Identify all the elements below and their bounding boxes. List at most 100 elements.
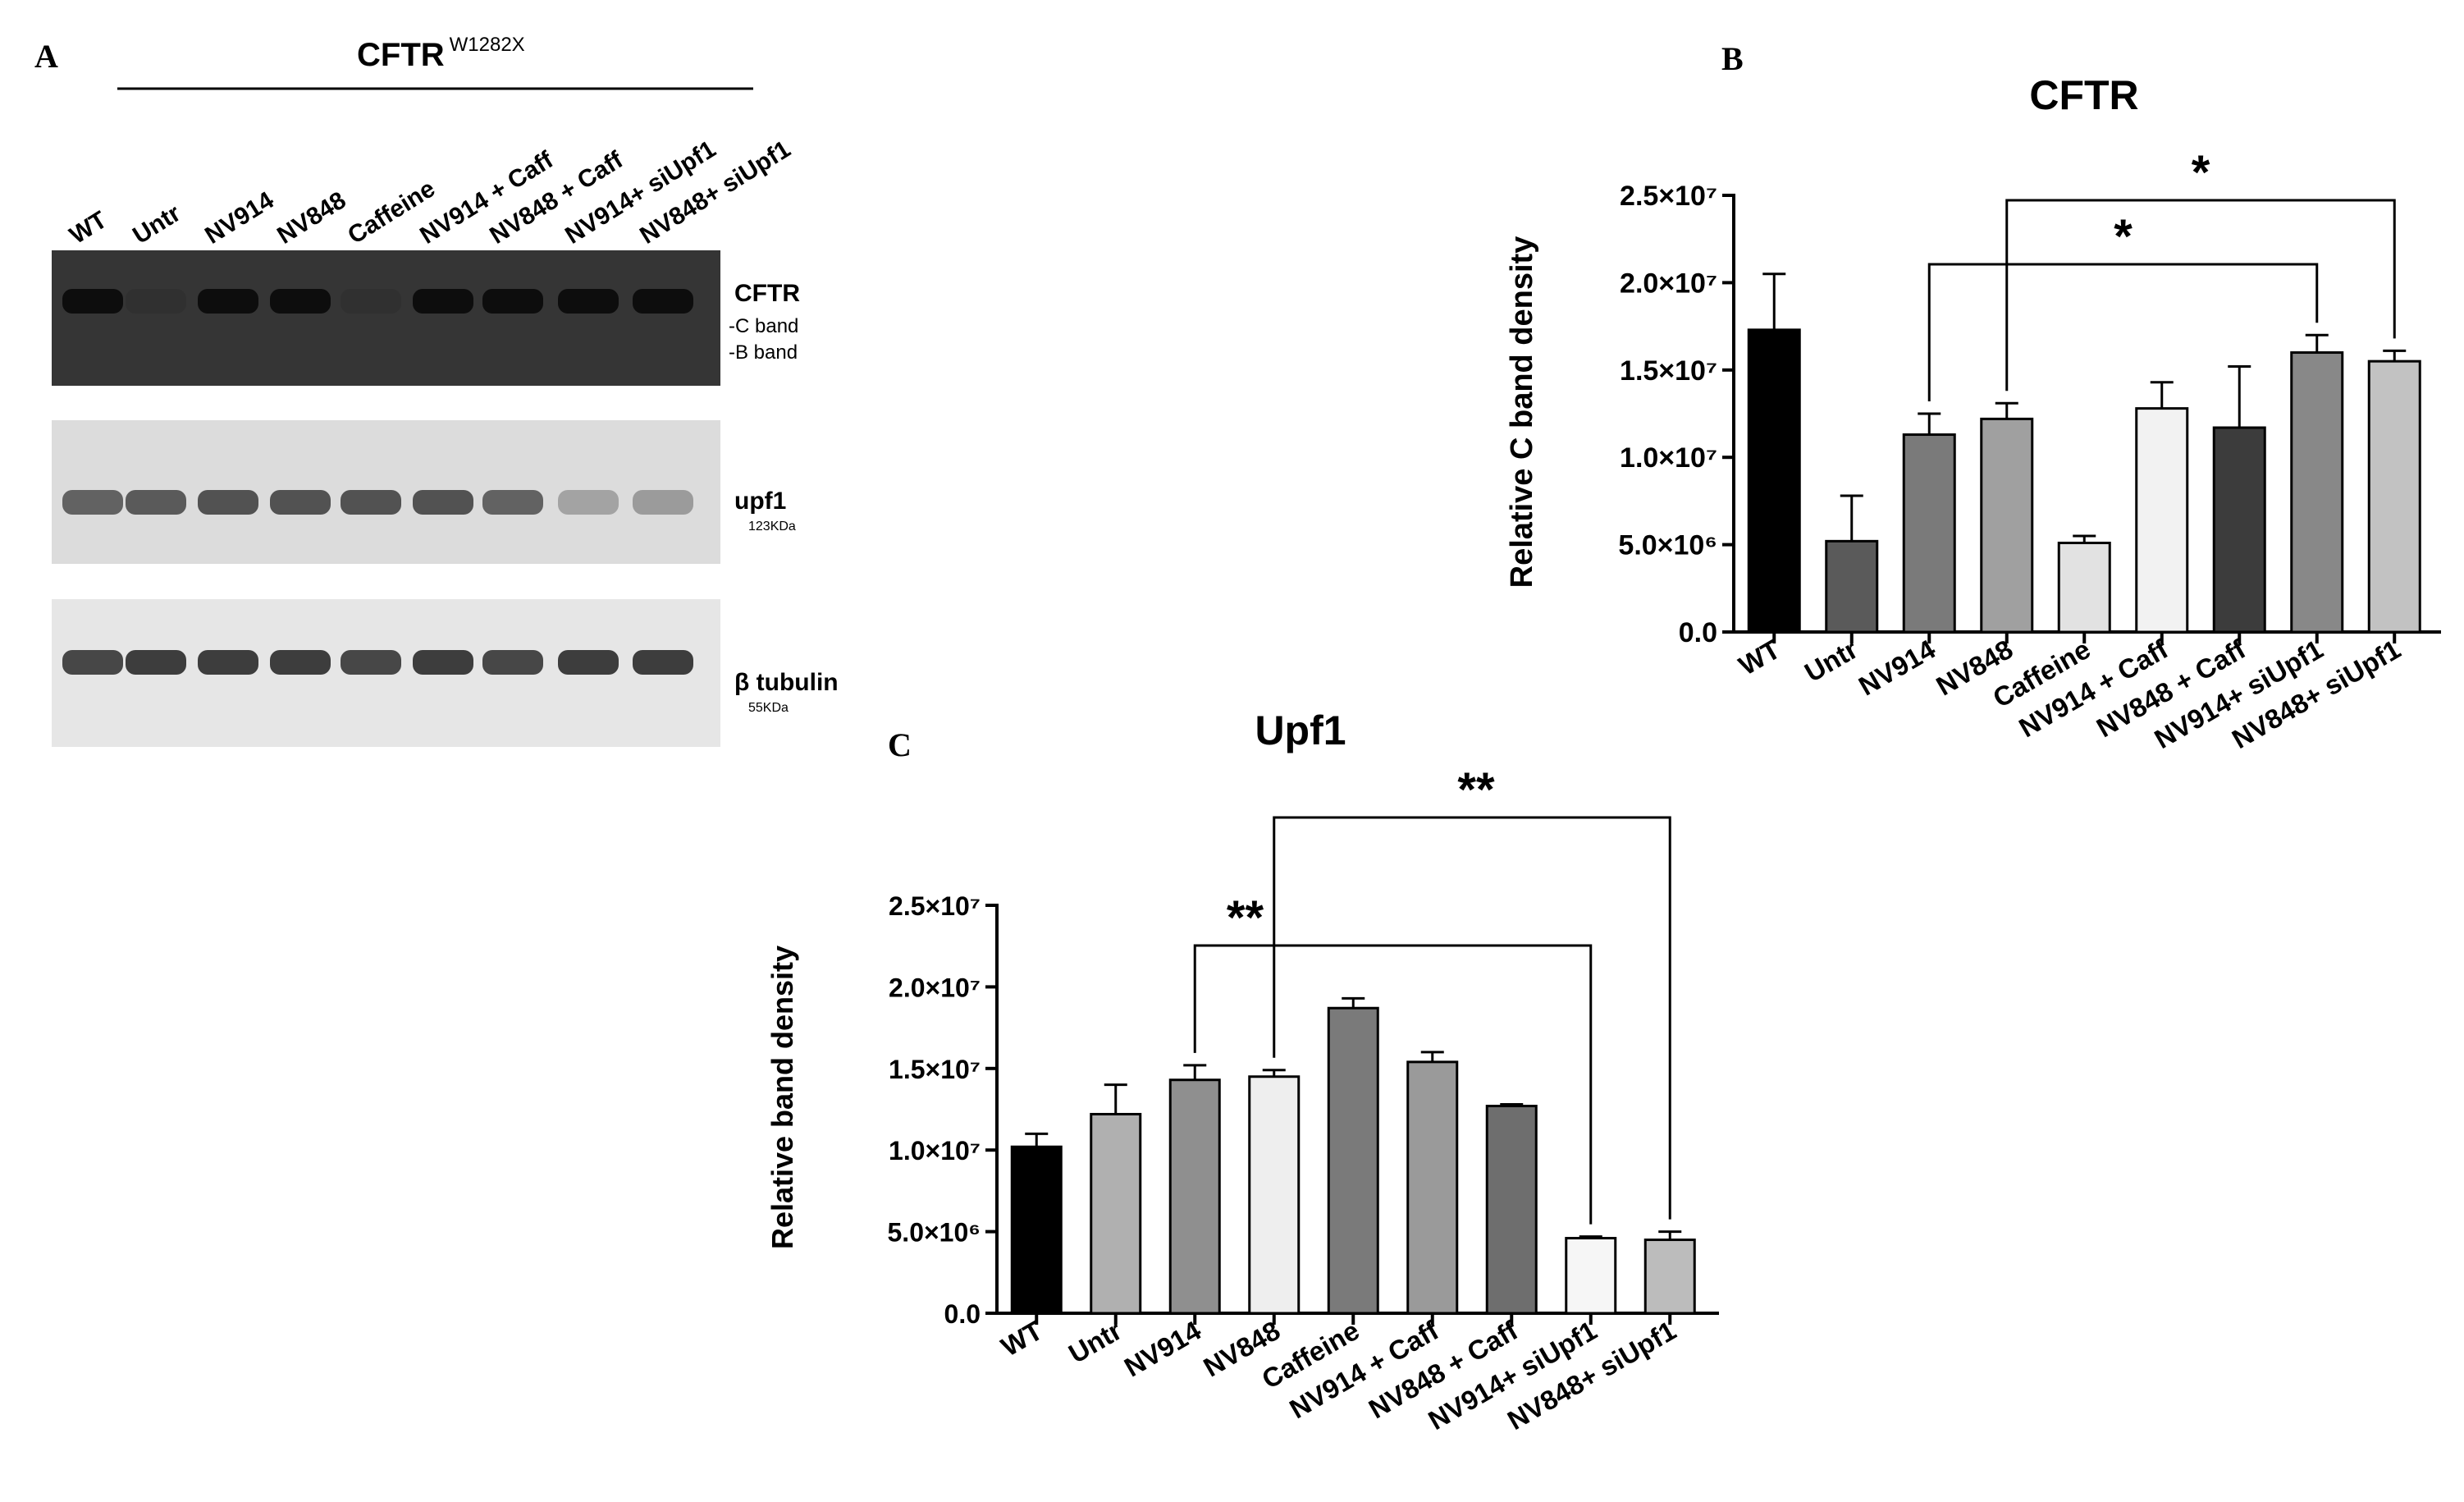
y-tick-label: 5.0×10⁶ (1618, 530, 1717, 561)
blot-band (341, 490, 401, 515)
lane-label: WT (65, 206, 112, 250)
blot-band (198, 650, 258, 675)
bar (1747, 328, 1801, 634)
blot-band (558, 289, 619, 314)
panel-a-header-superscript: W1282X (450, 34, 525, 56)
blot-band (341, 650, 401, 675)
blot-band (633, 289, 693, 314)
blot-band (413, 490, 473, 515)
significance-label: ** (1457, 763, 1495, 817)
blot-band (126, 650, 186, 675)
blot-band (62, 650, 123, 675)
y-tick-label: 1.0×10⁷ (1620, 442, 1717, 474)
y-tick-label: 0.0 (1679, 617, 1717, 648)
blot-band (482, 650, 543, 675)
blot-band-label: -C band (729, 315, 798, 337)
x-tick-label: Untr (1063, 1315, 1127, 1369)
panel-c-letter: C (888, 726, 912, 763)
bar (1327, 1006, 1379, 1315)
bar (2290, 351, 2344, 634)
chart-c-ylabel: Relative band density (766, 946, 799, 1249)
blot-band (558, 650, 619, 675)
blot-membrane (52, 250, 720, 386)
y-tick-label: 2.0×10⁷ (889, 973, 981, 1002)
blot-band (633, 650, 693, 675)
chart-b-ylabel: Relative C band density (1505, 236, 1539, 588)
panel-a-header-main: CFTR (357, 37, 445, 73)
bar (1090, 1112, 1142, 1315)
bar (1565, 1237, 1617, 1315)
blot-size-label: 123KDa (748, 520, 796, 533)
blot-band (270, 490, 331, 515)
significance-label: * (2114, 210, 2133, 263)
panel-b-letter: B (1721, 40, 1744, 77)
blot-band (413, 289, 473, 314)
bar (1643, 1239, 1696, 1315)
blot-0: CFTR -C band -B band (52, 250, 800, 386)
significance-bracket (1193, 944, 1593, 1225)
chart-c-title: Upf1 (1255, 707, 1346, 753)
blot-band (413, 650, 473, 675)
y-tick-label: 1.5×10⁷ (889, 1055, 981, 1084)
bar (2057, 541, 2111, 634)
x-tick-label: NV914 (1854, 634, 1941, 702)
blot-band (198, 289, 258, 314)
y-tick-label: 1.0×10⁷ (889, 1136, 981, 1165)
bar (1168, 1078, 1221, 1315)
y-tick-label: 2.5×10⁷ (1620, 181, 1717, 212)
bar (2367, 359, 2421, 634)
panel-c-upf1-chart: C Upf1 Relative band density 0.0 5.0×10⁶ 1… (766, 707, 1719, 1436)
lane-label: NV914 (200, 186, 279, 250)
significance-bracket (1927, 263, 2319, 401)
bar (1406, 1060, 1459, 1315)
blot-band (126, 490, 186, 515)
y-tick-label: 5.0×10⁶ (888, 1218, 981, 1248)
x-tick-label: NV914 (1119, 1315, 1206, 1383)
panel-a-western-blot: A CFTR W1282X WT Untr NV914NV848CaffeineNV9… (34, 34, 839, 747)
panel-b-cftr-chart: B CFTR Relative C band density 0.0 5.0×10… (1505, 40, 2441, 754)
blot-band (62, 289, 123, 314)
blot-1: upf1 123KDa (52, 420, 796, 564)
y-tick-label: 2.5×10⁷ (889, 891, 981, 921)
bar (1825, 539, 1879, 634)
blot-band (270, 650, 331, 675)
bar (1902, 433, 1956, 634)
bar (1010, 1145, 1063, 1315)
chart-b-title: CFTR (2029, 72, 2138, 118)
blot-band (341, 289, 401, 314)
blot-band (633, 490, 693, 515)
blot-band (198, 490, 258, 515)
blot-band (62, 490, 123, 515)
chart-c-plot: 0.0 5.0×10⁶ 1.0×10⁷ 1.5×10⁷ 2.0×10⁷ 2.5×10⁷ WT… (888, 763, 1719, 1436)
panel-a-letter: A (34, 38, 58, 75)
y-tick-label: 2.0×10⁷ (1620, 268, 1717, 299)
bar (1248, 1075, 1301, 1315)
blot-band (126, 289, 186, 314)
x-tick-label: WT (1734, 634, 1785, 681)
blot-band (558, 490, 619, 515)
blot-size-label: 55KDa (748, 701, 789, 715)
bar (1485, 1105, 1538, 1315)
significance-label: ** (1227, 891, 1264, 945)
lane-label: NV848 (272, 186, 350, 250)
bar (2135, 407, 2189, 634)
blot-band (270, 289, 331, 314)
y-tick-label: 1.5×10⁷ (1620, 355, 1717, 387)
chart-b-plot: 0.0 5.0×10⁶ 1.0×10⁷ 1.5×10⁷ 2.0×10⁷ 2.5×10⁷ WT… (1618, 146, 2441, 754)
blot-protein-label: β tubulin (734, 669, 839, 696)
blot-band-label: -B band (729, 341, 798, 364)
significance-bracket (2005, 199, 2396, 392)
y-tick-label: 0.0 (944, 1299, 981, 1329)
blot-2: β tubulin 55KDa (52, 599, 839, 747)
bar (2212, 426, 2266, 634)
blot-band (482, 289, 543, 314)
significance-label: * (2192, 146, 2210, 199)
blot-band (482, 490, 543, 515)
panel-a-header: CFTR W1282X (357, 34, 525, 73)
bar (1980, 417, 2034, 634)
blot-protein-label: upf1 (734, 488, 786, 515)
blots: CFTR -C band -B band upf1 123KDa β tubulin 55K… (52, 250, 839, 747)
blot-protein-label: CFTR (734, 280, 800, 307)
